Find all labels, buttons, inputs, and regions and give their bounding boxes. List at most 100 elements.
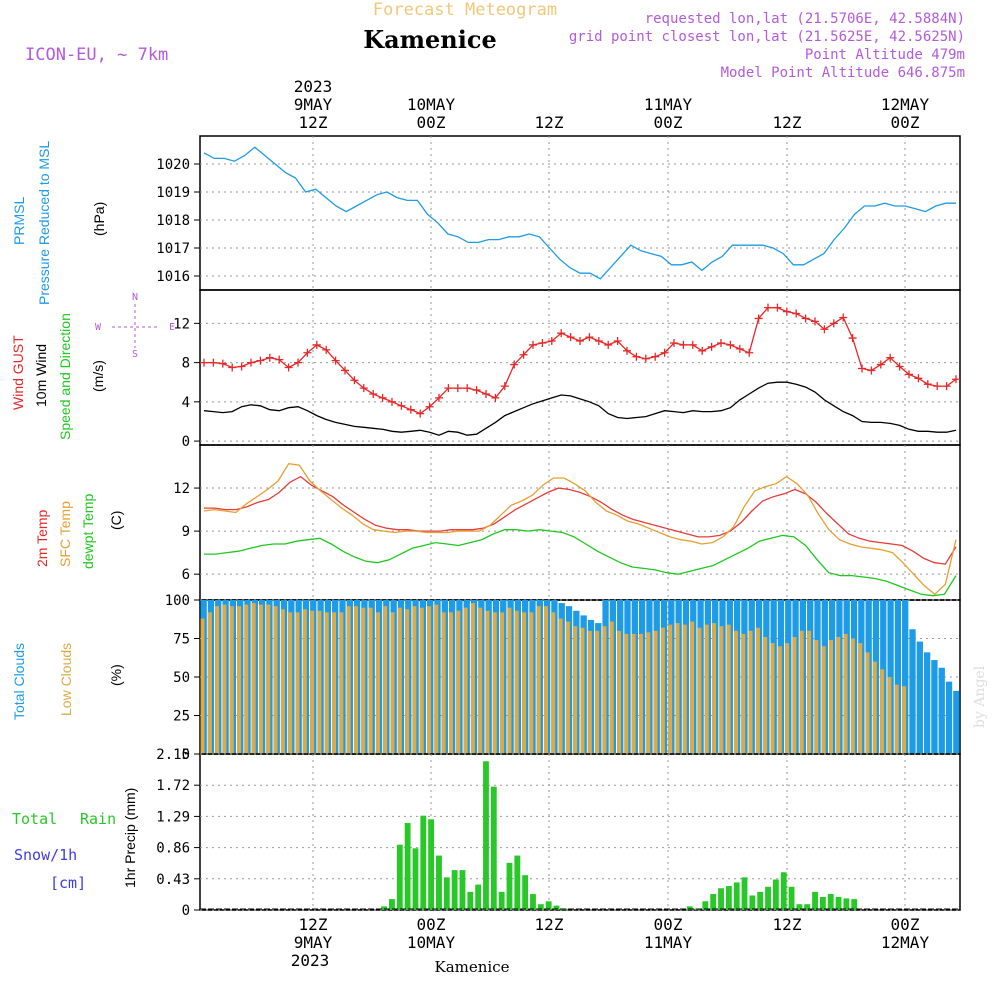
precip-bar	[506, 862, 513, 910]
gust-point	[923, 380, 932, 389]
precip-bar	[436, 855, 442, 910]
cloud-low-bar	[427, 606, 432, 754]
precip-bar	[545, 901, 552, 910]
precip-bar	[749, 895, 756, 910]
precip-bar	[757, 891, 764, 910]
model-label: ICON-EU, ~ 7km	[25, 45, 168, 65]
precip-bar	[522, 875, 529, 910]
cloud-low-bar	[887, 677, 892, 754]
cloud-labels: Total Clouds Low Clouds (%)	[11, 643, 124, 720]
pressure-ytick-label: 1018	[156, 213, 190, 229]
cloud-low-bar	[595, 630, 600, 754]
cloud-total-bar	[953, 690, 960, 754]
gust-point	[303, 348, 312, 357]
top-day-label: 11MAY	[644, 95, 693, 114]
cloud-low-bar	[777, 646, 782, 754]
cloud-low-bar	[902, 686, 907, 754]
cloud-low-bar	[580, 627, 585, 754]
cloud-low-bar	[624, 633, 629, 754]
precip-bar	[389, 899, 395, 910]
cloud-low-bar	[858, 643, 863, 754]
cloud-low-bar	[280, 609, 285, 754]
gust-point	[500, 382, 509, 391]
low-clouds-label: Low Clouds	[58, 643, 74, 716]
bottom-hour-label: 00Z	[417, 915, 446, 934]
pressure-frame	[199, 135, 961, 291]
cloud-low-bar	[785, 643, 790, 754]
cloud-low-bar	[653, 630, 658, 754]
precip-bar	[765, 886, 771, 910]
gust-point	[312, 340, 321, 349]
cloud-low-bar	[522, 612, 527, 754]
cloud-low-bar	[207, 612, 212, 754]
precip-bar	[514, 855, 521, 910]
temp-2m-label: 2m Temp	[34, 509, 50, 567]
gust-point	[754, 314, 763, 323]
gust-point	[717, 338, 725, 347]
cloud-low-bar	[200, 618, 205, 754]
cloud-low-bar	[682, 624, 687, 754]
requested-coords: requested lon,lat (21.5706E, 42.5884N)	[645, 11, 965, 27]
cloud-total-bar	[894, 600, 902, 754]
gust-point	[576, 337, 584, 346]
cloud-low-bar	[828, 640, 833, 754]
cloud-low-bar	[456, 610, 461, 754]
cloud-low-bar	[587, 630, 592, 754]
gust-point	[294, 358, 302, 367]
gust-point	[538, 338, 547, 347]
gust-point	[933, 382, 942, 391]
gust-point	[265, 353, 274, 362]
bottom-hour-label: 12Z	[299, 915, 328, 934]
gust-point	[641, 354, 650, 363]
precip-axis-label: 1hr Precip (mm)	[122, 788, 138, 888]
cloud-low-bar	[704, 624, 709, 754]
top-hour-label: 00Z	[417, 113, 446, 132]
cloud-low-bar	[573, 626, 578, 754]
cloud-low-bar	[741, 633, 746, 754]
series-2m-temp	[204, 475, 957, 565]
cloud-low-bar	[799, 630, 804, 754]
cloud-low-bar	[361, 607, 366, 754]
cloud-low-bar	[383, 606, 388, 754]
cloud-low-bar	[543, 606, 548, 754]
cloud-low-bar	[755, 627, 760, 754]
precip-bar	[475, 884, 482, 910]
gust-point	[886, 353, 895, 362]
gust-point	[388, 397, 396, 406]
gust-point	[745, 348, 754, 357]
cloud-low-bar	[807, 630, 812, 754]
temperature-ytick-label: 6	[182, 567, 190, 583]
panel-wind: 0 4 8 12	[173, 289, 961, 450]
cloud-low-bar	[843, 633, 848, 754]
bottom-hour-label: 00Z	[654, 915, 683, 934]
gust-point	[209, 358, 218, 367]
gust-point	[247, 358, 255, 367]
precipitation-frame	[199, 753, 961, 911]
cloud-low-bar	[733, 630, 738, 754]
bottom-day-label: 9MAY	[294, 933, 333, 952]
gust-point	[829, 319, 838, 328]
precip-bar	[530, 894, 536, 910]
wind-10m-label: 10m Wind	[33, 344, 49, 407]
precip-bar	[467, 891, 474, 910]
gust-point	[331, 356, 340, 365]
precip-bar	[443, 877, 450, 910]
precip-bar	[718, 888, 724, 910]
precipitation-ytick-label: 1.29	[156, 809, 190, 825]
compass-s: S	[132, 349, 138, 360]
cloud-low-bar	[470, 603, 475, 754]
cloud-low-bar	[368, 607, 373, 754]
gust-point	[764, 303, 772, 312]
gust-point	[623, 346, 631, 355]
precip-bar	[804, 904, 811, 910]
precip-bar	[812, 891, 818, 910]
gust-point	[566, 333, 575, 342]
year-bottom: 2023	[291, 951, 330, 970]
precip-bar	[702, 901, 709, 910]
cloud-low-bar	[821, 646, 826, 754]
compass-w: W	[95, 322, 102, 333]
cloud-low-bar	[339, 612, 344, 754]
gust-point	[275, 355, 284, 364]
